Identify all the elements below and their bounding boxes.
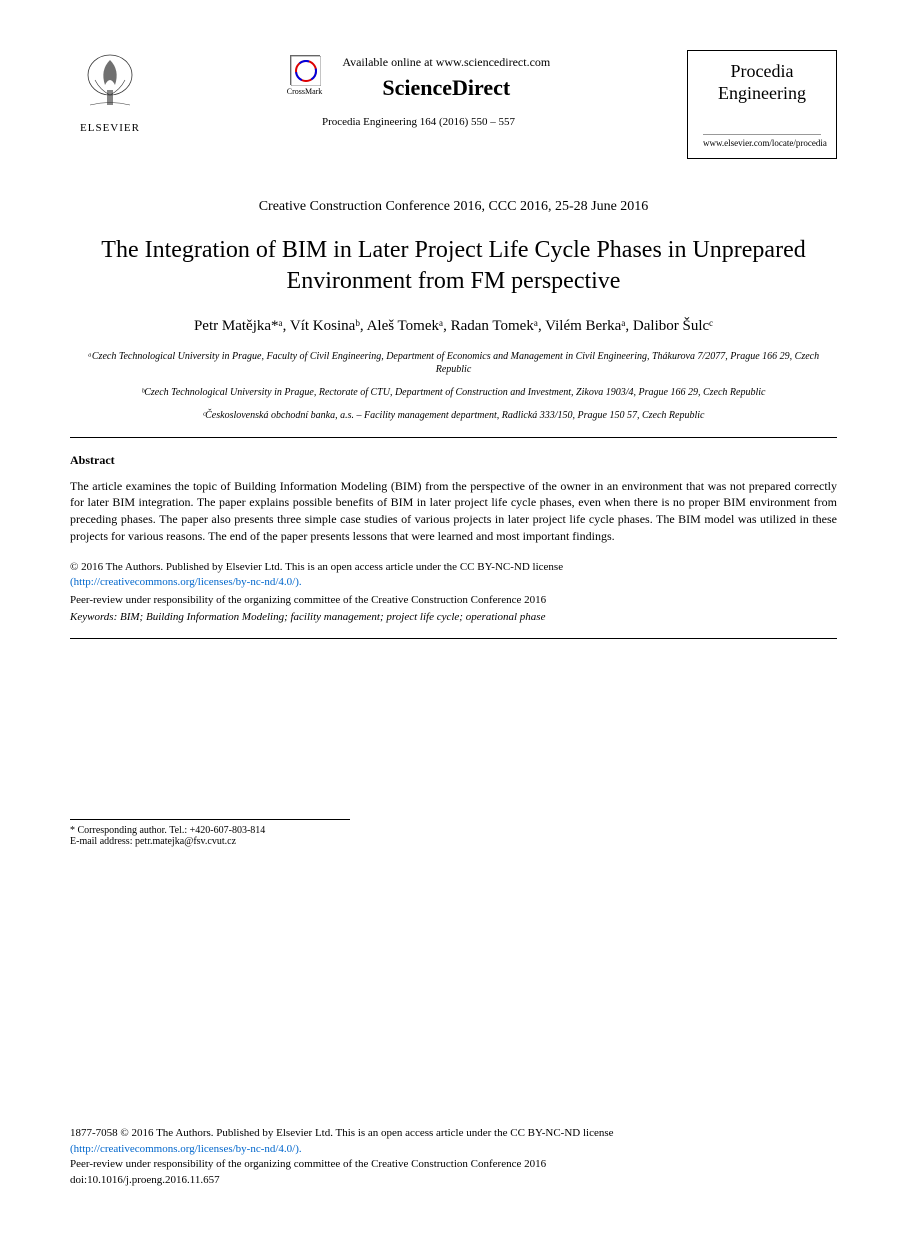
divider-top — [70, 437, 837, 438]
abstract-text: The article examines the topic of Buildi… — [70, 478, 837, 545]
copyright-block: © 2016 The Authors. Published by Elsevie… — [70, 560, 837, 591]
corresponding-email: E-mail address: petr.matejka@fsv.cvut.cz — [70, 836, 350, 847]
abstract-heading: Abstract — [70, 453, 837, 468]
corresponding-author: * Corresponding author. Tel.: +420-607-8… — [70, 819, 350, 847]
keywords-line: Keywords: BIM; Building Information Mode… — [70, 611, 837, 623]
divider-bottom — [70, 638, 837, 639]
footer-issn-copyright: 1877-7058 © 2016 The Authors. Published … — [70, 1127, 614, 1139]
journal-url[interactable]: www.elsevier.com/locate/procedia — [703, 134, 821, 148]
footer-license-link[interactable]: (http://creativecommons.org/licenses/by-… — [70, 1143, 302, 1155]
conference-info: Creative Construction Conference 2016, C… — [70, 199, 837, 215]
header-row: ELSEVIER CrossMark Available online at w… — [70, 50, 837, 159]
journal-box: Procedia Engineering www.elsevier.com/lo… — [687, 50, 837, 159]
available-online-text: Available online at www.sciencedirect.co… — [342, 55, 550, 70]
journal-name-line1: Procedia — [703, 61, 821, 83]
corresponding-tel: * Corresponding author. Tel.: +420-607-8… — [70, 825, 350, 836]
affiliation-c: ᶜČeskoslovenská obchodní banka, a.s. – F… — [70, 409, 837, 422]
license-link[interactable]: (http://creativecommons.org/licenses/by-… — [70, 576, 302, 588]
journal-name-line2: Engineering — [703, 83, 821, 105]
peer-review-text: Peer-review under responsibility of the … — [70, 594, 837, 606]
footer-block: 1877-7058 © 2016 The Authors. Published … — [70, 1126, 837, 1188]
footer-peer-review: Peer-review under responsibility of the … — [70, 1157, 837, 1172]
affiliation-a: ᵃCzech Technological University in Pragu… — [70, 350, 837, 376]
elsevier-logo: ELSEVIER — [70, 50, 150, 134]
elsevier-label: ELSEVIER — [80, 122, 140, 134]
affiliation-b: ᵇCzech Technological University in Pragu… — [70, 386, 837, 399]
keywords-text: BIM; Building Information Modeling; faci… — [117, 611, 545, 623]
elsevier-tree-icon — [80, 50, 140, 120]
authors-list: Petr Matějka*ᵃ, Vít Kosinaᵇ, Aleš Tomekᵃ… — [70, 318, 837, 335]
sciencedirect-logo: ScienceDirect — [342, 75, 550, 101]
keywords-label: Keywords: — [70, 611, 117, 623]
citation-text: Procedia Engineering 164 (2016) 550 – 55… — [150, 116, 687, 128]
crossmark-label: CrossMark — [287, 87, 323, 96]
crossmark-icon — [290, 55, 320, 85]
crossmark-badge[interactable]: CrossMark — [287, 55, 323, 96]
footer-doi: doi:10.1016/j.proeng.2016.11.657 — [70, 1173, 837, 1188]
center-header: CrossMark Available online at www.scienc… — [150, 50, 687, 128]
copyright-line1: © 2016 The Authors. Published by Elsevie… — [70, 561, 563, 573]
article-title: The Integration of BIM in Later Project … — [70, 235, 837, 297]
